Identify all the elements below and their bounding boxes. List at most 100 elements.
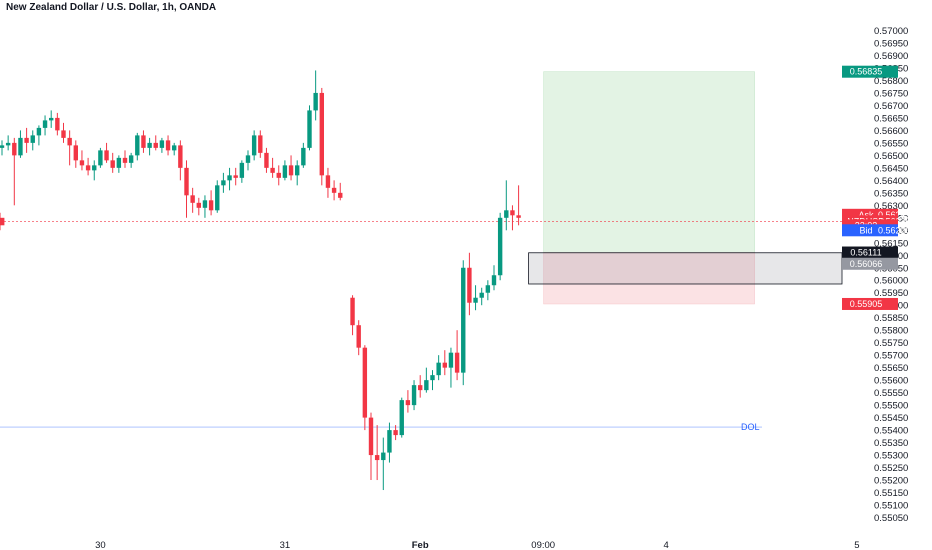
candle-body xyxy=(430,375,435,381)
candle-body xyxy=(251,135,257,156)
y-tick-label: 0.56600 xyxy=(874,126,908,137)
candle-body xyxy=(313,92,318,111)
candle-body xyxy=(485,285,491,293)
candle-body xyxy=(67,137,72,146)
y-tick-label: 0.55450 xyxy=(874,413,908,424)
y-tick-label: 0.56400 xyxy=(874,176,908,187)
candle-body xyxy=(104,150,109,161)
candle-body xyxy=(356,325,361,348)
candle-body xyxy=(350,297,355,326)
y-tick-label: 0.56950 xyxy=(874,38,908,49)
candle-body xyxy=(436,362,441,376)
price-tag xyxy=(842,65,898,78)
candle-body xyxy=(42,120,48,128)
dol-label: DOL xyxy=(741,422,760,432)
y-tick-label: 0.55250 xyxy=(874,463,908,474)
horizontal-lines: DOL xyxy=(0,220,842,432)
candle-body xyxy=(190,195,195,203)
price-tag-label: Ask xyxy=(858,210,874,220)
y-tick-label: 0.56000 xyxy=(874,276,908,287)
candle-body xyxy=(5,142,11,146)
candle-body xyxy=(208,200,214,211)
y-tick-label: 0.56650 xyxy=(874,113,908,124)
price-tag-label: 0.56111 xyxy=(850,248,881,258)
candle-body xyxy=(36,127,42,136)
candle-body xyxy=(307,110,312,148)
y-tick-label: 0.55750 xyxy=(874,338,908,349)
candle-body xyxy=(442,362,447,368)
price-tag-label: 0.55905 xyxy=(850,299,883,309)
candle-body xyxy=(128,155,134,163)
x-tick-label: 31 xyxy=(280,540,291,550)
x-tick-label: Feb xyxy=(412,540,429,550)
candle-body xyxy=(221,180,226,186)
candle-body xyxy=(276,172,281,178)
candle-body xyxy=(55,117,60,131)
price-tag xyxy=(842,297,898,310)
x-tick-label: 5 xyxy=(854,540,859,550)
price-tag-label: 0.56835 xyxy=(850,67,883,77)
price-tag-value: 0.56243 xyxy=(878,210,911,220)
candle-body xyxy=(110,160,115,168)
y-tick-label: 0.56350 xyxy=(874,188,908,199)
candle-body xyxy=(135,135,140,156)
y-tick-label: 0.56750 xyxy=(874,88,908,99)
candle-body xyxy=(141,135,146,148)
y-tick-label: 0.55550 xyxy=(874,388,908,399)
candle-body xyxy=(172,145,177,151)
candle-body xyxy=(387,430,392,453)
y-tick-label: 0.56800 xyxy=(874,76,908,87)
candle-body xyxy=(147,142,152,148)
y-tick-label: 0.56450 xyxy=(874,163,908,174)
candle-body xyxy=(461,267,466,373)
candle-body xyxy=(454,352,460,373)
candle-body xyxy=(258,135,263,153)
candle-body xyxy=(405,400,411,406)
candle-body xyxy=(473,297,478,303)
candle-body xyxy=(227,175,232,181)
candle-body xyxy=(411,385,417,406)
candle-body xyxy=(159,140,165,148)
candle-body xyxy=(338,192,343,198)
candle-body xyxy=(282,165,288,178)
price-axis[interactable]: 0.570000.569500.569000.568500.568000.567… xyxy=(874,26,908,524)
price-tags: 0.56835Ask0.56243NZDUSD0.5623622:02Bid0.… xyxy=(842,65,911,310)
candle-body xyxy=(153,142,158,148)
candles xyxy=(0,70,521,491)
y-tick-label: 0.56550 xyxy=(874,138,908,149)
candle-body xyxy=(0,145,5,148)
price-tag-value: 0.56226 xyxy=(878,225,911,235)
candle-body xyxy=(418,385,423,391)
candle-body xyxy=(301,147,306,166)
candle-body xyxy=(288,165,294,176)
candle-body xyxy=(245,155,251,163)
candle-body xyxy=(116,157,122,168)
candle-body xyxy=(98,150,103,166)
candle-body xyxy=(331,187,337,193)
candle-body xyxy=(122,157,128,163)
y-tick-label: 0.55950 xyxy=(874,288,908,299)
candle-body xyxy=(92,165,97,171)
y-tick-label: 0.55050 xyxy=(874,513,908,524)
candle-body xyxy=(196,202,201,208)
y-tick-label: 0.57000 xyxy=(874,26,908,37)
price-tag-label: Bid xyxy=(859,225,872,235)
stop-zone xyxy=(543,252,755,305)
candle-body xyxy=(467,267,472,303)
y-tick-label: 0.55700 xyxy=(874,351,908,362)
candle-body xyxy=(61,130,66,138)
candle-body xyxy=(12,142,17,156)
candle-body xyxy=(504,210,509,218)
candle-body xyxy=(233,175,238,178)
price-tag-label: 0.56066 xyxy=(850,259,883,269)
y-tick-label: 0.55300 xyxy=(874,451,908,462)
y-tick-label: 0.56900 xyxy=(874,51,908,62)
y-tick-label: 0.55400 xyxy=(874,426,908,437)
candle-body xyxy=(448,352,454,368)
position-zones xyxy=(528,71,843,305)
candle-body xyxy=(30,135,35,143)
candle-body xyxy=(516,215,521,218)
y-tick-label: 0.56300 xyxy=(874,201,908,212)
